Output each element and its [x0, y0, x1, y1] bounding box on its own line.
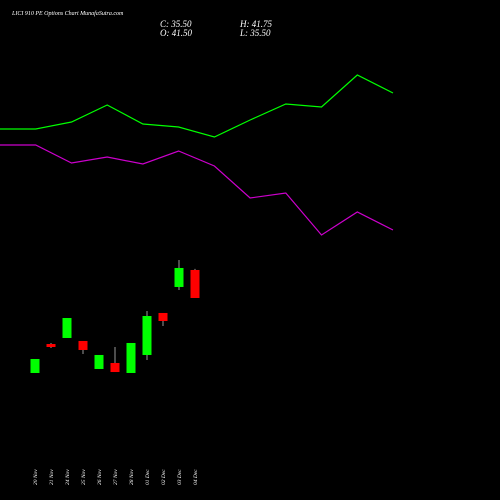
x-tick-label: 03 Dec: [177, 469, 183, 485]
x-tick-label: 27 Nov: [113, 469, 119, 485]
candle-body: [30, 358, 40, 373]
x-tick-label: 20 Nov: [33, 469, 39, 485]
x-tick-label: 24 Nov: [64, 469, 71, 485]
ohlc-low: L: 35.50: [239, 28, 271, 38]
ohlc-close: C: 35.50: [160, 19, 192, 29]
x-tick-label: 28 Nov: [129, 469, 135, 485]
candle-body: [94, 354, 104, 369]
indicator-line: [0, 74, 394, 138]
candle-body: [46, 344, 56, 347]
x-tick-label: 01 Dec: [145, 469, 151, 485]
x-tick-label: 04 Dec: [192, 469, 199, 485]
chart-title: LICI 910 PE Options Chart MunafaSutra.co…: [11, 10, 124, 17]
candle-body: [190, 269, 200, 298]
indicator-line: [0, 144, 394, 236]
x-tick-label: 21 Nov: [49, 469, 55, 485]
candle-body: [142, 316, 152, 355]
ohlc-open: O: 41.50: [160, 28, 192, 38]
x-tick-label: 26 Nov: [97, 469, 103, 485]
candle-body: [62, 318, 72, 338]
candle-body: [158, 312, 168, 322]
candle-body: [110, 363, 120, 373]
candle-body: [126, 342, 136, 373]
ohlc-high: H: 41.75: [239, 19, 272, 29]
x-tick-label: 25 Nov: [81, 469, 87, 485]
candle-body: [174, 267, 184, 287]
x-tick-label: 02 Dec: [161, 469, 167, 485]
candle-body: [78, 340, 88, 350]
